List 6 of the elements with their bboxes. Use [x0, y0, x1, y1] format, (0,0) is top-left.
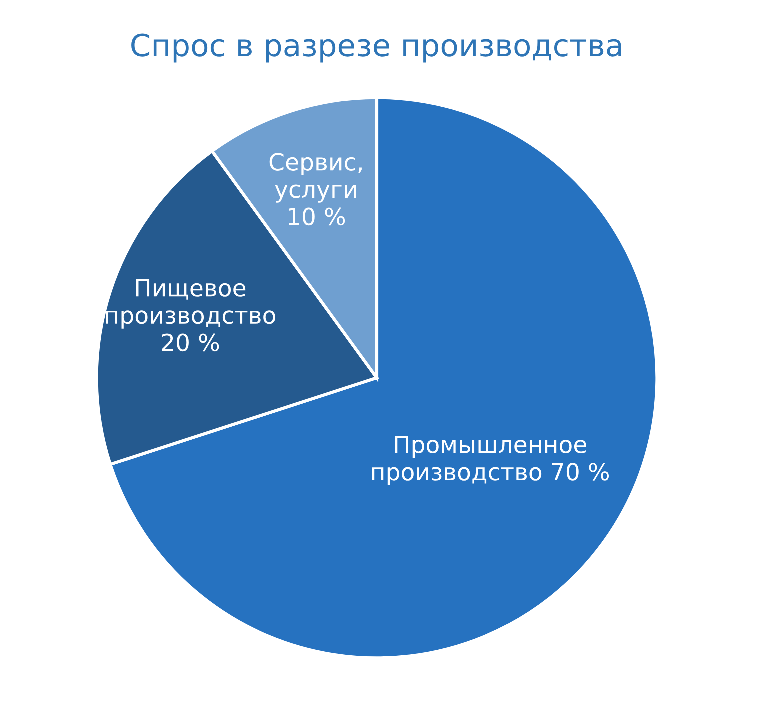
slice-label: Сервис, услуги — [270, 153, 362, 203]
slice-label: Пищевое производство — [106, 279, 276, 329]
data-label: 10 % — [288, 208, 346, 226]
chart-title: Спрос в разрезе производства — [132, 34, 622, 63]
slice-label: Промышленное производство 70 % — [372, 436, 610, 486]
data-label: 20 % — [162, 334, 220, 352]
